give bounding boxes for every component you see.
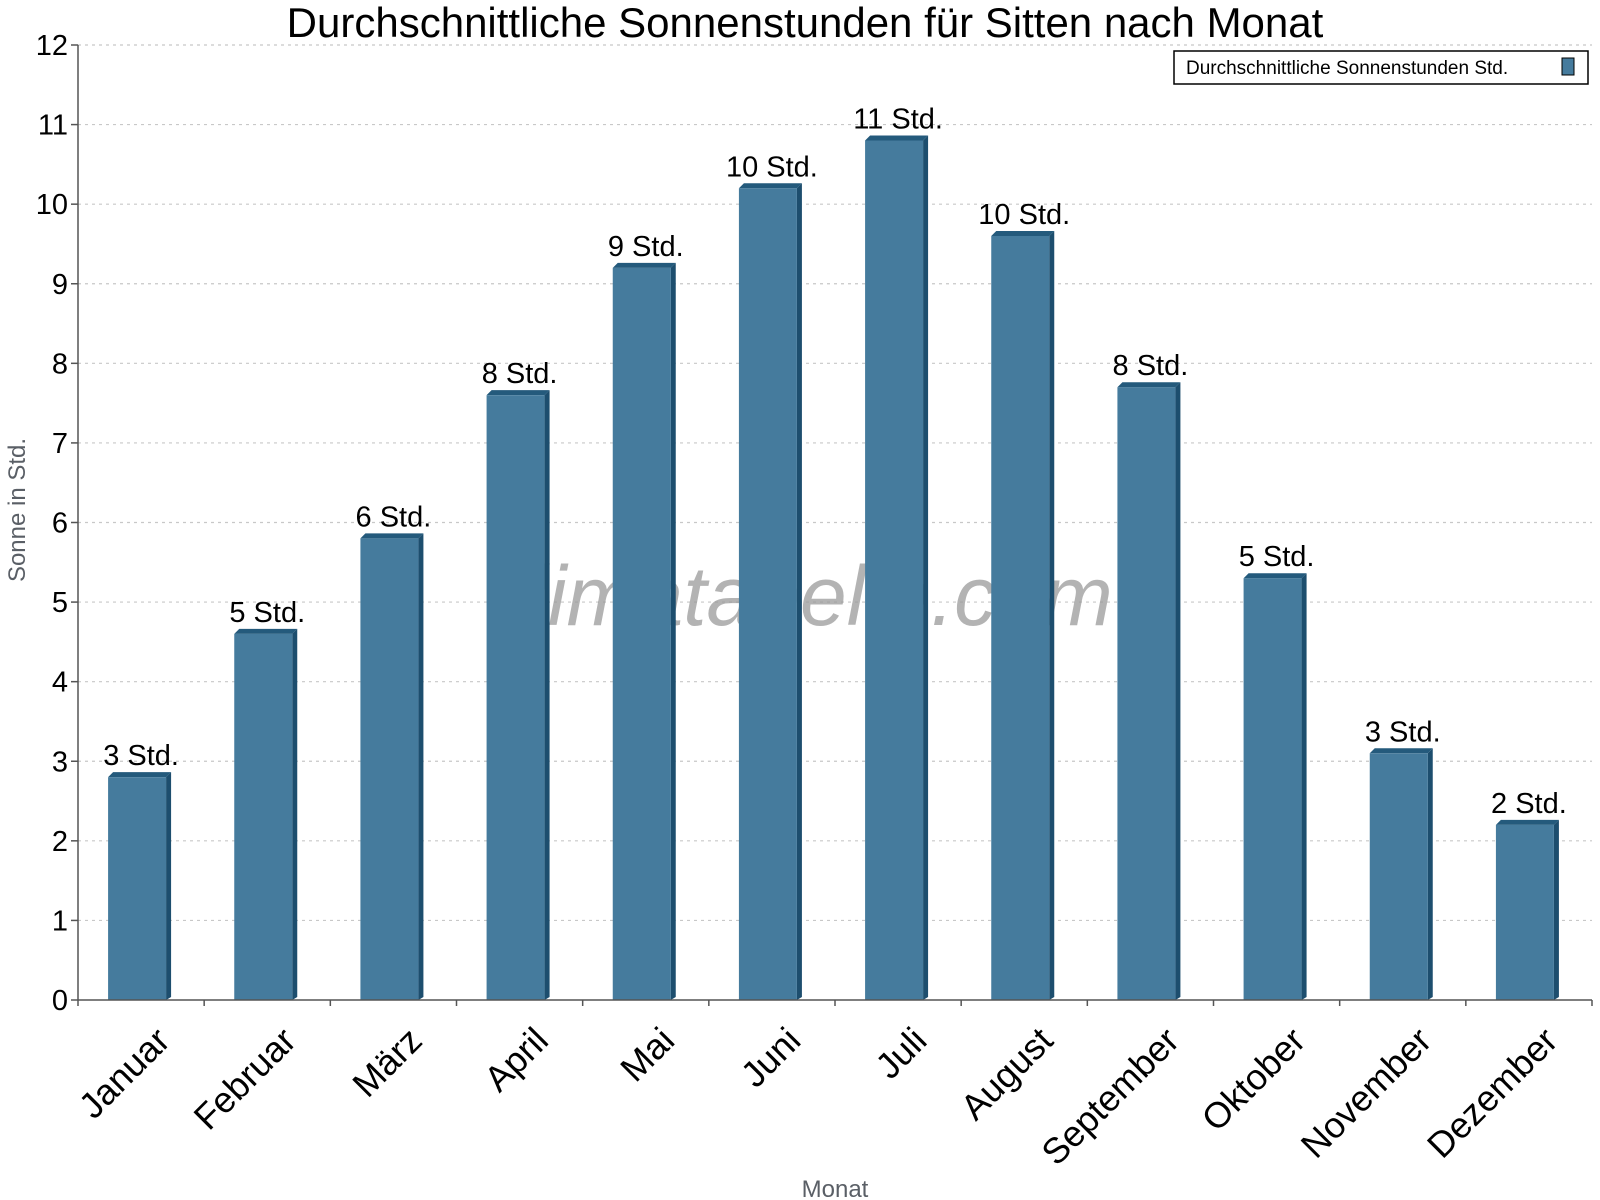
bar-top xyxy=(108,772,172,778)
bar-value-label: 2 Std. xyxy=(1491,788,1567,820)
grid xyxy=(78,44,1592,922)
bar xyxy=(1369,753,1428,1000)
bar-value-label: 6 Std. xyxy=(356,501,432,533)
bar-side xyxy=(1553,819,1559,1000)
bar-value-label: 5 Std. xyxy=(229,597,305,629)
bar-top xyxy=(991,231,1055,236)
legend-box xyxy=(1173,50,1589,85)
bar xyxy=(1243,578,1302,1000)
bar xyxy=(865,140,924,1000)
bar xyxy=(1117,387,1176,1000)
bar-value-label: 5 Std. xyxy=(1239,541,1315,573)
y-tick-label: 8 xyxy=(52,348,68,380)
bar-top xyxy=(612,262,676,268)
bar xyxy=(1495,824,1554,1000)
bar-side xyxy=(544,390,550,1001)
y-tick-label: 6 xyxy=(52,508,68,540)
bars xyxy=(108,135,1559,1001)
axes xyxy=(71,44,1593,1006)
y-tick-label: 9 xyxy=(52,269,68,301)
y-tick-label: 11 xyxy=(38,110,68,142)
bar-side xyxy=(1049,231,1055,1000)
bar-top xyxy=(738,183,802,189)
bar-top xyxy=(1243,573,1307,579)
bar-value-label: 3 Std. xyxy=(1365,716,1441,748)
bar-top xyxy=(1117,382,1181,388)
bar-labels: 3 Std. 5 Std. 6 Std. 8 Std. 9 Std. 10 Std. 11 … xyxy=(103,104,1567,820)
bar-side xyxy=(166,772,172,1000)
bar-top xyxy=(486,390,550,396)
bar-side xyxy=(670,262,676,1000)
x-axis-title: Monat xyxy=(802,1176,869,1200)
y-tick-label: 3 xyxy=(52,746,68,778)
y-tick-label: 0 xyxy=(52,985,68,1017)
chart-title: Durchschnittliche Sonnenstunden für Sitt… xyxy=(287,0,1324,46)
bar-side xyxy=(1427,748,1433,1000)
y-axis-title: Sonne in Std. xyxy=(4,438,31,582)
bar-top xyxy=(234,628,298,634)
bar xyxy=(486,395,545,1001)
bar xyxy=(612,267,671,1000)
bar-top xyxy=(360,533,424,539)
bar-side xyxy=(292,628,298,1000)
bar-value-label: 9 Std. xyxy=(608,231,684,263)
bar xyxy=(234,633,293,1000)
bar-side xyxy=(1175,382,1181,1000)
legend-swatch xyxy=(1561,57,1575,76)
bar xyxy=(738,188,797,1000)
bar-value-label: 3 Std. xyxy=(103,740,179,772)
y-tick-label: 2 xyxy=(52,826,68,858)
bar-value-label: 10 Std. xyxy=(726,151,818,183)
y-tick-label: 5 xyxy=(52,587,68,619)
bar-value-label: 8 Std. xyxy=(1113,350,1189,382)
bar-side xyxy=(418,533,424,1000)
y-tick-label: 12 xyxy=(36,30,68,62)
y-tick-label: 10 xyxy=(36,189,68,221)
y-tick-label: 4 xyxy=(52,667,68,699)
bar xyxy=(991,236,1050,1000)
legend-label: Durchschnittliche Sonnenstunden Std. xyxy=(1186,58,1508,79)
y-tick-label: 1 xyxy=(52,905,68,937)
bar-top xyxy=(865,135,929,141)
legend: Durchschnittliche Sonnenstunden Std. xyxy=(1173,50,1589,85)
bar-value-label: 11 Std. xyxy=(853,104,943,136)
bar-top xyxy=(1369,748,1433,754)
bar-side xyxy=(923,135,929,1000)
bar xyxy=(360,538,419,1000)
bar-side xyxy=(796,183,802,1000)
bar-value-label: 8 Std. xyxy=(482,358,558,390)
bar-top xyxy=(1495,819,1559,825)
bar xyxy=(108,777,167,1000)
bar-side xyxy=(1301,573,1307,1000)
y-tick-label: 7 xyxy=(52,428,68,460)
bar-value-label: 10 Std. xyxy=(978,199,1070,231)
